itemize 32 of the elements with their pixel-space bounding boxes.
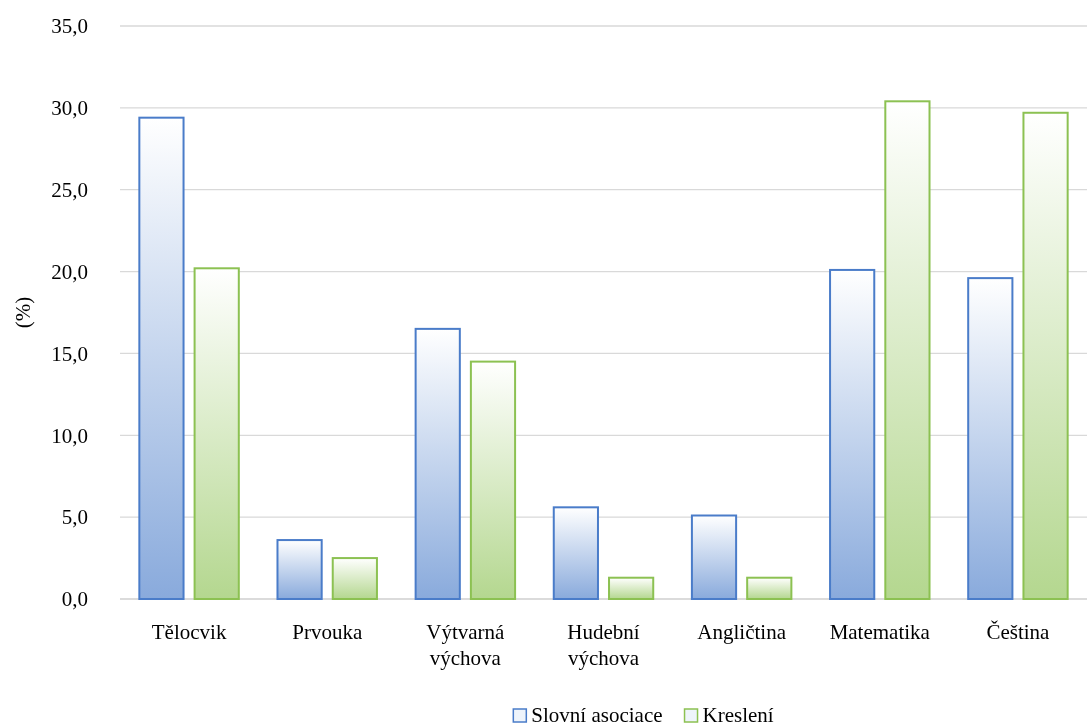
x-tick-label: Angličtina (697, 620, 787, 644)
y-tick-label: 0,0 (61, 587, 88, 612)
bar (193, 267, 240, 600)
y-tick-label: 15,0 (51, 341, 88, 366)
y-tick-label: 35,0 (51, 14, 88, 39)
bar (884, 100, 931, 600)
legend-label: Slovní asociace (531, 703, 663, 726)
bar (829, 268, 876, 600)
y-tick-label: 5,0 (61, 505, 88, 530)
x-tick-label: Hudební výchova (567, 620, 640, 670)
bar (690, 514, 738, 600)
bar (1022, 111, 1069, 600)
x-tick-label: Čeština (986, 620, 1051, 644)
x-tick-label: Tělocvik (151, 620, 227, 644)
y-tick-label: 25,0 (51, 177, 88, 202)
x-tick-label: Výtvarná výchova (426, 620, 506, 670)
bar (414, 327, 461, 600)
bar (331, 557, 378, 600)
y-axis-title: (%) (11, 296, 35, 329)
y-tick-label: 10,0 (51, 423, 88, 448)
bar (967, 277, 1014, 600)
bar (469, 360, 517, 600)
bar (746, 576, 793, 600)
x-tick-label: Prvouka (292, 620, 363, 644)
bar (138, 116, 185, 600)
bar (608, 576, 655, 600)
bar (276, 539, 323, 600)
y-tick-label: 30,0 (51, 96, 88, 121)
legend-label: Kreslení (702, 703, 774, 726)
y-tick-label: 20,0 (51, 259, 88, 284)
x-tick-label: Matematika (829, 620, 931, 644)
bar (552, 506, 599, 600)
